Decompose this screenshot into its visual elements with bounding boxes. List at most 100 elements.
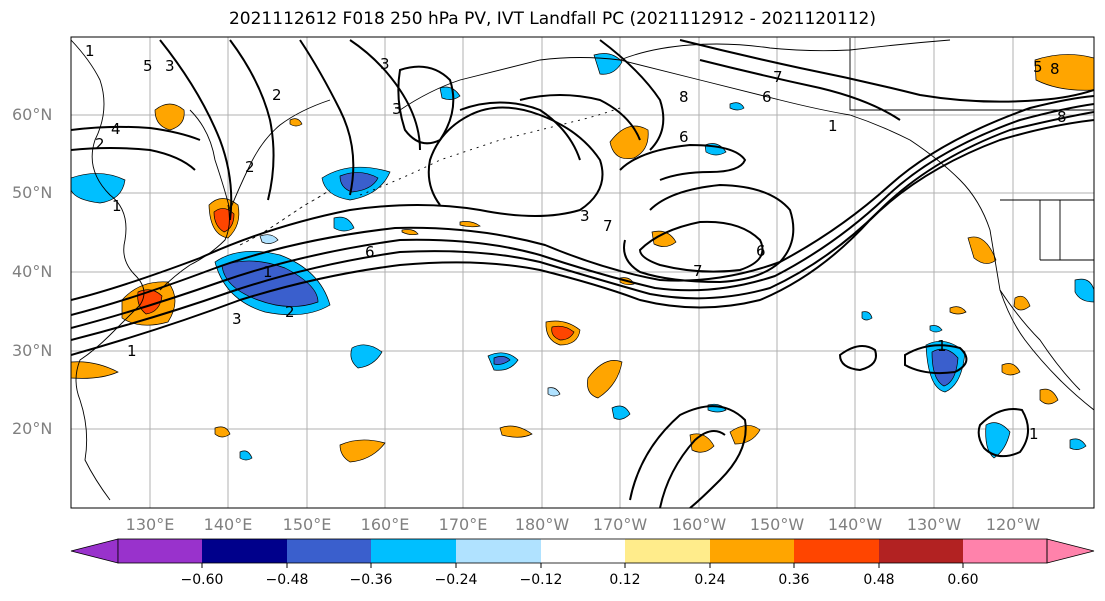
contour-label: 1 [127,342,137,360]
contour-label: 2 [272,86,282,104]
lon-label: 150°E [282,515,332,534]
cool-patch [350,344,383,369]
cool-patch [729,102,745,111]
contour-label: 5 [143,57,153,75]
contour-line [977,408,1029,458]
colorbar-segment [202,539,287,563]
contour-label: 1 [263,263,273,281]
warm-patch [154,103,185,131]
lon-label: 160°W [671,515,727,534]
contour-line [71,103,1094,329]
lat-label: 30°N [12,341,53,360]
warm-patch [609,125,649,159]
lon-label: 120°W [985,515,1041,534]
cool-core [931,348,959,387]
contour-line [679,39,1094,103]
contour-label: 7 [693,262,703,280]
colorbar-tick-label: 0.60 [947,572,979,588]
cool-patch [861,311,873,321]
cool-patch [259,234,279,244]
lat-label: 20°N [12,419,53,438]
colorbar-tick-label: 0.36 [778,572,810,588]
warm-patch [71,361,119,379]
contour-label: 6 [679,128,689,146]
contour-label: 2 [245,158,255,176]
contour-label: 1 [85,42,95,60]
cool-patch [547,387,561,397]
warm-patch [587,360,623,399]
gridlines [71,37,1094,508]
warm-patch [1013,295,1031,311]
contour-line [349,39,421,151]
colorbar [70,538,1095,568]
contour-line [904,344,968,375]
contour-line [659,430,726,508]
warm-patch [289,118,303,127]
colorbar-min-arrow [70,538,119,564]
coastline-canada [849,38,1094,111]
colorbar-tick-label: 0.48 [863,572,895,588]
contour-label: 6 [756,242,766,260]
contour-line [71,106,604,301]
lon-label: 140°E [203,515,253,534]
lat-label: 50°N [12,183,53,202]
contour-label: 8 [1057,108,1067,126]
colorbar-segment [118,539,202,563]
warm-patch [967,236,997,264]
contour-line [71,125,201,141]
warm-patch [339,439,386,463]
coastline-alaska [399,57,1094,411]
lon-label: 160°E [360,515,410,534]
colorbar-segment [371,539,456,563]
border-states [1039,200,1094,261]
colorbar-segment [456,539,541,563]
cool-patch [611,405,631,420]
contour-line [699,59,901,121]
warm-patch [214,426,231,438]
lon-label: 140°W [827,515,883,534]
lat-label: 40°N [12,262,53,281]
colorbar-tick-label: −0.60 [180,572,224,588]
cool-patch [929,325,943,333]
contour-label: 3 [380,55,390,73]
map-border [70,36,1095,509]
contour-label: 5 [1033,58,1043,76]
cool-core [221,260,319,307]
contour-line [159,39,233,221]
lon-label: 170°E [438,515,488,534]
contour-line [229,39,275,201]
contour-line [599,39,665,151]
contour-label: 6 [762,88,772,106]
colorbar-segment [710,539,794,563]
cool-patch [1074,278,1094,303]
colorbar-tick-label: −0.12 [519,572,563,588]
contour-label: 7 [773,68,783,86]
warm-patch [949,306,967,315]
warm-core [551,325,575,341]
contour-label: 1 [112,197,122,215]
contour-line [838,345,877,372]
contour-label: 1 [1029,425,1039,443]
coastline-alaska-north [619,39,951,61]
colorbar-border [117,538,1048,564]
cool-core [339,172,379,193]
warm-patch [459,221,481,228]
lon-label: 180°W [514,515,570,534]
contour-line [519,94,641,141]
contour-label: 2 [285,303,295,321]
contour-label: 1 [937,337,947,355]
contour-label: 2 [95,135,105,153]
contour-label: 1 [828,117,838,135]
colorbar-tick-label: 0.12 [609,572,641,588]
warm-patch [499,425,533,438]
colorbar-segment [287,539,371,563]
contour-line [397,65,455,145]
lat-label: 60°N [12,105,53,124]
colorbar-tick-label: −0.24 [434,572,478,588]
contour-label: 8 [679,88,689,106]
contour-label: 3 [232,310,242,328]
contour-line [629,405,747,508]
lon-label: 130°W [906,515,962,534]
contour-line [638,220,764,273]
